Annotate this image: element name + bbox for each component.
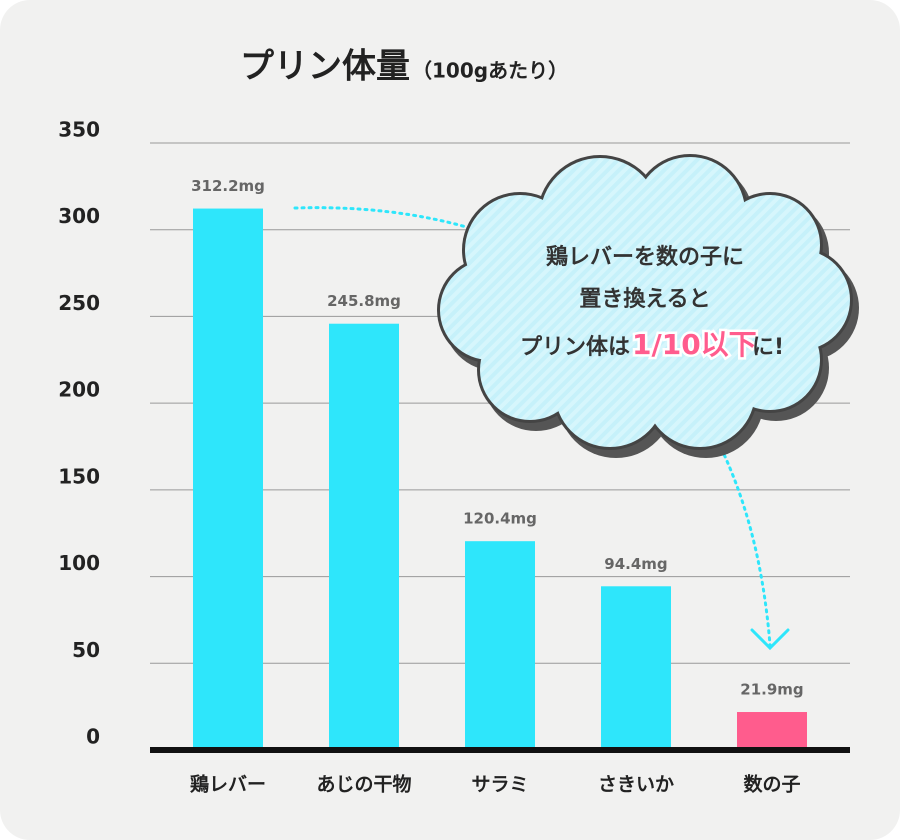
cloud-fill: [650, 220, 810, 380]
value-label: 21.9mg: [740, 681, 803, 699]
cloud-fill: [480, 220, 640, 380]
bar: [737, 712, 807, 750]
bar: [601, 586, 671, 750]
arrow: [710, 428, 772, 647]
y-tick-label: 300: [58, 204, 100, 228]
x-tick-label: 数の子: [743, 773, 800, 796]
x-tick-label: サラミ: [471, 774, 528, 796]
bars: 312.2mg 鶏レバー 245.8mg あじの干物 120.4mg サラミ 94.4mg さ…: [150, 177, 850, 796]
bar: [465, 541, 535, 750]
annotation-text: 鶏レバーを数の子に: [546, 244, 744, 270]
annotation-text: プリン体は: [520, 335, 630, 360]
arrow-head: [750, 628, 790, 651]
y-tick-label: 150: [58, 464, 100, 488]
y-tick-label: 0: [86, 725, 100, 749]
value-label: 245.8mg: [327, 292, 401, 310]
y-tick-label: 100: [58, 551, 100, 575]
annotation-text: に!: [752, 335, 784, 360]
y-tick-label: 50: [72, 638, 100, 662]
value-label: 120.4mg: [463, 510, 537, 528]
arrow: [293, 206, 472, 230]
chart-title: プリン体量: [240, 47, 410, 87]
y-tick-label: 250: [58, 291, 100, 315]
grid: 0 50 100 150 200 250 300 350: [58, 118, 850, 751]
y-tick-label: 350: [58, 118, 100, 142]
value-label: 94.4mg: [604, 555, 667, 573]
cloud: [437, 154, 859, 458]
bar: [193, 208, 263, 750]
x-tick-label: さきいか: [598, 774, 674, 796]
chart-subtitle: （100gあたり）: [412, 59, 568, 83]
bar: [329, 323, 399, 750]
x-tick-label: 鶏レバー: [190, 773, 266, 796]
y-tick-label: 200: [58, 378, 100, 402]
annotation: 鶏レバーを数の子に 置き換えると プリン体は 1/10以下 に!: [293, 154, 859, 651]
annotation-highlight: 1/10以下: [632, 328, 757, 361]
annotation-text: 置き換えると: [579, 286, 710, 312]
x-tick-label: あじの干物: [316, 773, 411, 796]
value-label: 312.2mg: [191, 177, 265, 195]
